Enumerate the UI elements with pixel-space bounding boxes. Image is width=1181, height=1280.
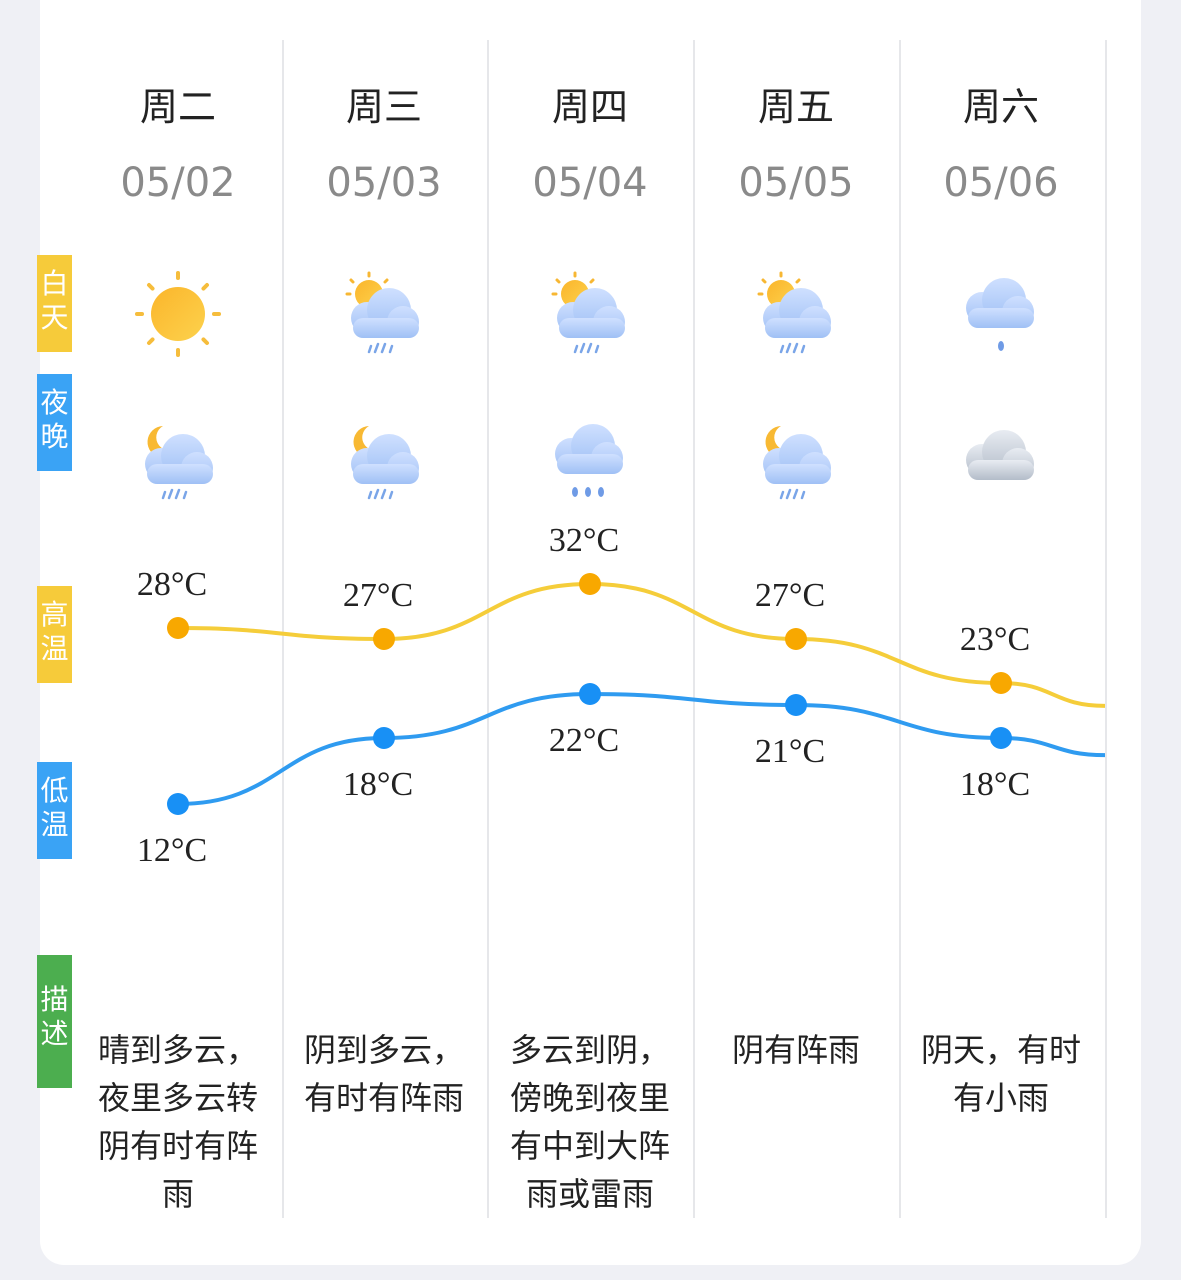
- day-column[interactable]: 周二 05/02 晴到多云， 夜里多云转阴有时有阵雨: [75, 0, 281, 1220]
- low-temp-label: 21°C: [754, 733, 826, 770]
- weather-description: 阴到多云， 有时有阵雨: [284, 1026, 484, 1122]
- description-line: 雨: [161, 1175, 194, 1213]
- day-column[interactable]: 周四 05/04 多云到阴， 傍晚到夜里有中到大阵雨或雷雨: [487, 0, 693, 1220]
- low-temp-point: [990, 727, 1012, 749]
- low-temp-point: [167, 793, 189, 815]
- column-divider: [282, 40, 284, 1218]
- description-line: 阴天，有时: [920, 1031, 1081, 1069]
- low-temp-row-label: 低温: [37, 762, 72, 859]
- column-divider: [487, 40, 489, 1218]
- weather-description: 多云到阴， 傍晚到夜里有中到大阵雨或雷雨: [490, 1026, 690, 1218]
- column-divider: [693, 40, 695, 1218]
- description-line: 雨或雷雨: [525, 1175, 654, 1213]
- description-line: 有时有阵雨: [303, 1079, 464, 1117]
- high-temp-label: 32°C: [548, 522, 620, 559]
- column-divider: [899, 40, 901, 1218]
- weather-description: 阴有阵雨: [696, 1026, 896, 1074]
- description-line: 傍晚到夜里: [509, 1079, 670, 1117]
- high-temp-label: 27°C: [754, 577, 826, 614]
- day-column[interactable]: 周六 05/06 阴天，有时有小雨: [898, 0, 1104, 1220]
- high-temp-label: 27°C: [342, 577, 414, 614]
- low-temp-label: 18°C: [342, 766, 414, 803]
- day-row-label: 白天: [37, 255, 72, 352]
- high-temp-line: [177, 581, 1106, 708]
- day-date: 05/05: [738, 160, 854, 206]
- description-line: 多云到阴，: [509, 1031, 670, 1069]
- description-line: 有小雨: [952, 1079, 1049, 1117]
- low-temp-label: 12°C: [136, 832, 208, 869]
- moon-cloud-rain-icon: [145, 426, 213, 500]
- sun-cloud-rain-icon: [757, 271, 831, 354]
- high-temp-row-label: 高温: [37, 586, 72, 683]
- low-temp-label: 22°C: [548, 722, 620, 759]
- description-line: 阴有阵雨: [731, 1031, 860, 1069]
- high-temp-label: 28°C: [136, 566, 208, 603]
- weather-description: 晴到多云， 夜里多云转阴有时有阵雨: [78, 1026, 278, 1218]
- day-name: 周五: [757, 85, 834, 129]
- day-column[interactable]: 周三 05/03 阴到多云， 有时有阵雨: [281, 0, 487, 1220]
- sunny-icon: [135, 271, 221, 357]
- description-row-label: 描述: [37, 955, 72, 1088]
- description-line: 有中到大阵: [509, 1127, 670, 1165]
- cloud-heavy-rain-icon: [555, 424, 623, 497]
- day-date: 05/03: [326, 160, 442, 206]
- day-name: 周三: [345, 85, 422, 129]
- high-temp-point: [990, 672, 1012, 694]
- sun-cloud-rain-icon: [551, 271, 625, 354]
- day-name: 周四: [551, 85, 628, 129]
- sun-cloud-rain-icon: [345, 271, 419, 354]
- high-temp-label: 23°C: [959, 621, 1031, 658]
- description-line: 夜里多云转: [97, 1079, 258, 1117]
- low-temp-point: [373, 727, 395, 749]
- low-temp-point: [785, 694, 807, 716]
- day-column[interactable]: 周五 05/05 阴有阵雨: [693, 0, 899, 1220]
- day-date: 05/06: [943, 160, 1059, 206]
- weather-description: 阴天，有时有小雨: [901, 1026, 1101, 1122]
- low-temp-label: 18°C: [959, 766, 1031, 803]
- day-name: 周二: [139, 85, 216, 129]
- overcast-icon: [966, 430, 1034, 480]
- high-temp-point: [579, 573, 601, 595]
- high-temp-point: [373, 628, 395, 650]
- column-divider: [1105, 40, 1107, 1218]
- moon-cloud-rain-icon: [763, 426, 831, 500]
- moon-cloud-rain-icon: [351, 426, 419, 500]
- description-line: 阴到多云，: [303, 1031, 464, 1069]
- description-line: 阴有时有阵: [97, 1127, 258, 1165]
- high-temp-point: [167, 617, 189, 639]
- forecast-card: [40, 0, 1141, 1265]
- low-temp-point: [579, 683, 601, 705]
- description-line: 晴到多云，: [97, 1031, 258, 1069]
- cloud-drop-icon: [966, 278, 1034, 351]
- low-temp-line: [177, 691, 1106, 806]
- day-date: 05/04: [532, 160, 648, 206]
- day-date: 05/02: [120, 160, 236, 206]
- high-temp-point: [785, 628, 807, 650]
- night-row-label: 夜晚: [37, 374, 72, 471]
- day-name: 周六: [962, 85, 1039, 129]
